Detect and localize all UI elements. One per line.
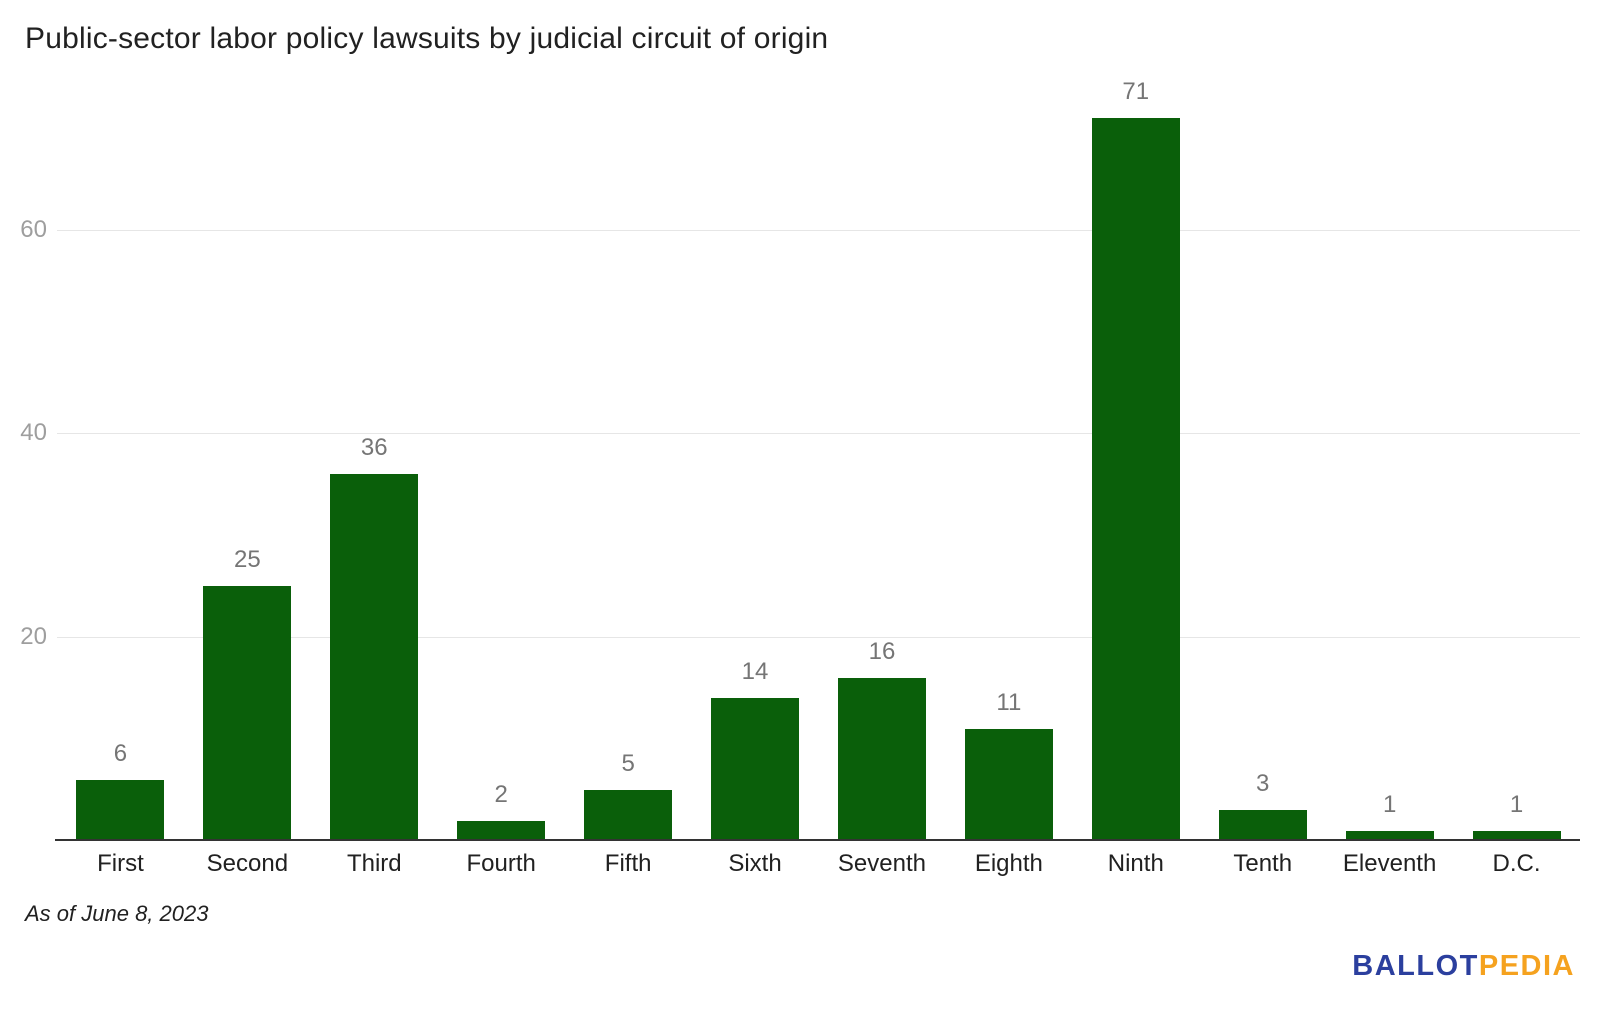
gridline — [57, 637, 1580, 639]
bar — [330, 474, 419, 841]
y-axis-tick-label: 60 — [20, 215, 47, 243]
bar-value-label: 36 — [360, 434, 388, 461]
bar — [711, 698, 800, 841]
x-axis-label: Fifth — [604, 850, 652, 877]
x-axis-label: Seventh — [837, 850, 926, 877]
x-axis-label: Fourth — [466, 850, 536, 877]
x-axis-label: Third — [346, 850, 402, 877]
x-axis-label: Sixth — [728, 850, 782, 877]
bar — [837, 678, 926, 841]
bar-value-label: 11 — [996, 689, 1022, 716]
bar — [1091, 118, 1180, 841]
bar — [1218, 810, 1307, 841]
x-axis-label: D.C. — [1492, 850, 1541, 877]
bar — [1472, 831, 1561, 841]
ballotpedia-logo: BALLOTPEDIA — [1352, 950, 1575, 983]
chart-title: Public-sector labor policy lawsuits by j… — [25, 22, 829, 55]
bar — [584, 790, 673, 841]
y-axis-tick-label: 20 — [20, 623, 47, 651]
bar-value-label: 71 — [1122, 78, 1150, 105]
bar-value-label: 6 — [113, 740, 128, 767]
bar-value-label: 16 — [868, 638, 896, 665]
gridline — [57, 229, 1580, 231]
x-axis-label: Eighth — [974, 850, 1043, 877]
logo-text-pedia: PEDIA — [1478, 950, 1575, 982]
bar — [76, 780, 165, 841]
y-axis-tick-label: 40 — [20, 419, 47, 447]
bar — [1345, 831, 1434, 841]
bar-value-label: 25 — [234, 546, 261, 573]
bar — [203, 586, 292, 841]
bar-value-label: 1 — [1382, 791, 1397, 818]
x-axis-label: Tenth — [1233, 850, 1293, 877]
bar-value-label: 5 — [621, 750, 635, 777]
x-axis-line — [55, 839, 1580, 841]
x-axis-label: First — [97, 850, 144, 877]
bar-value-label: 3 — [1256, 770, 1270, 797]
bar-value-label: 1 — [1509, 791, 1524, 818]
x-axis-label: Ninth — [1107, 850, 1164, 877]
bar-value-label: 14 — [741, 658, 769, 685]
bar — [457, 821, 546, 841]
as-of-footnote: As of June 8, 2023 — [25, 901, 209, 926]
x-axis-label: Eleventh — [1342, 850, 1437, 877]
x-axis-label: Second — [206, 850, 289, 877]
bar-value-label: 2 — [494, 781, 508, 808]
logo-text-ballot: BALLOT — [1352, 950, 1479, 982]
bar — [964, 729, 1053, 841]
gridline — [57, 433, 1580, 435]
